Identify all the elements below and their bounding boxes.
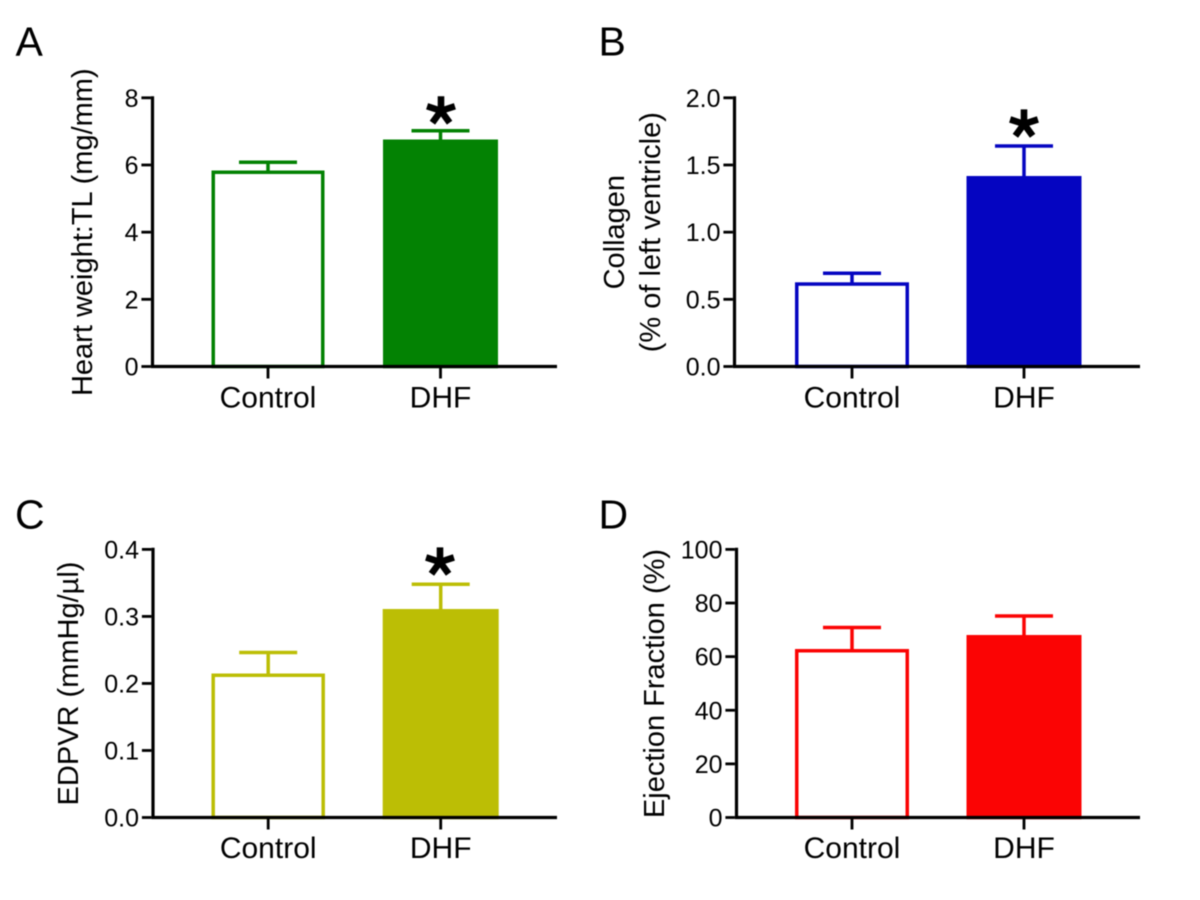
svg-text:B: B xyxy=(599,19,626,65)
svg-text:60: 60 xyxy=(695,644,723,672)
svg-text:DHF: DHF xyxy=(410,382,472,415)
svg-text:20: 20 xyxy=(695,751,723,779)
svg-text:D: D xyxy=(599,492,629,538)
svg-text:8: 8 xyxy=(125,85,139,113)
svg-text:EDPVR (mmHg/µl): EDPVR (mmHg/µl) xyxy=(53,562,85,806)
svg-text:0.4: 0.4 xyxy=(104,536,139,564)
svg-text:0.3: 0.3 xyxy=(104,603,139,631)
svg-text:Control: Control xyxy=(220,382,317,415)
svg-text:(% of left ventricle): (% of left ventricle) xyxy=(635,112,667,352)
svg-text:1.0: 1.0 xyxy=(686,219,721,247)
svg-text:0: 0 xyxy=(125,354,139,382)
svg-text:0.0: 0.0 xyxy=(686,354,721,382)
svg-text:40: 40 xyxy=(695,697,723,725)
svg-text:4: 4 xyxy=(125,219,139,247)
svg-text:Control: Control xyxy=(804,832,901,865)
svg-text:80: 80 xyxy=(695,590,723,618)
svg-text:Collagen: Collagen xyxy=(599,175,631,289)
svg-text:A: A xyxy=(16,19,44,65)
svg-text:2: 2 xyxy=(125,286,139,314)
svg-text:0.2: 0.2 xyxy=(104,670,139,698)
svg-text:DHF: DHF xyxy=(410,832,472,865)
svg-text:Control: Control xyxy=(804,382,901,415)
svg-text:2.0: 2.0 xyxy=(686,85,721,113)
svg-text:C: C xyxy=(15,492,45,538)
svg-text:0.5: 0.5 xyxy=(686,286,721,314)
svg-text:100: 100 xyxy=(681,536,723,564)
svg-text:1.5: 1.5 xyxy=(686,152,721,180)
svg-text:Heart weight:TL (mg/mm): Heart weight:TL (mg/mm) xyxy=(67,68,99,396)
svg-text:DHF: DHF xyxy=(993,832,1055,865)
svg-text:6: 6 xyxy=(125,152,139,180)
svg-text:Ejection Fraction (%): Ejection Fraction (%) xyxy=(639,549,671,818)
svg-text:0.0: 0.0 xyxy=(104,805,139,833)
svg-text:0.1: 0.1 xyxy=(104,737,139,765)
svg-text:0: 0 xyxy=(709,805,723,833)
svg-text:Control: Control xyxy=(220,832,317,865)
svg-text:DHF: DHF xyxy=(993,382,1055,415)
